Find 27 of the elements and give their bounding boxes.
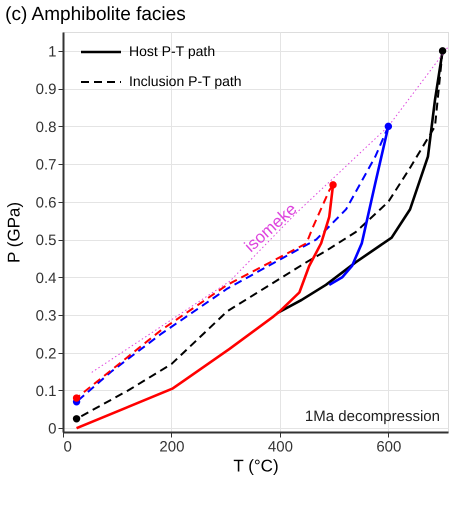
y-tick-label: 0.7 (36, 156, 56, 174)
x-axis-title: T (°C) (233, 456, 279, 476)
legend-label: Host P-T path (129, 43, 216, 59)
x-tick-label: 600 (376, 438, 402, 456)
x-tick-label: 200 (159, 438, 184, 456)
annotation: 1Ma decompression (304, 408, 440, 425)
y-tick-label: 0.4 (36, 270, 56, 287)
y-tick-label: 0.5 (36, 232, 56, 250)
y-tick-label: 0.6 (36, 194, 56, 212)
y-tick-label: 1 (48, 43, 56, 60)
point (72, 415, 80, 422)
y-tick-label: 0.9 (36, 81, 56, 98)
point (72, 394, 80, 402)
y-axis-title: P (GPa) (4, 202, 24, 264)
y-tick-label: 0.2 (36, 345, 56, 362)
point (384, 122, 392, 130)
point (438, 47, 446, 55)
y-tick-label: 0.3 (36, 308, 56, 325)
x-tick-label: 0 (64, 438, 72, 456)
y-tick-label: 0.1 (36, 382, 56, 400)
y-tick-label: 0.8 (36, 118, 56, 136)
x-tick-label: 400 (268, 438, 293, 456)
y-tick-label: 0 (48, 420, 56, 438)
line-series (91, 46, 448, 373)
legend-label: Inclusion P-T path (129, 73, 242, 89)
point (329, 181, 337, 189)
chart-title: (c) Amphibolite facies (5, 4, 186, 25)
